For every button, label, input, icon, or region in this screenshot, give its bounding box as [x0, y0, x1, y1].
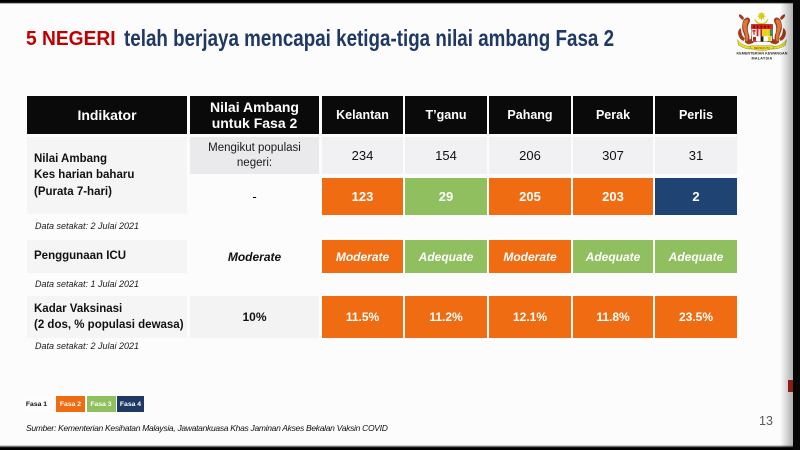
- svg-text:BERSEKUTU: BERSEKUTU: [754, 46, 770, 50]
- svg-text:MALAYSIA: MALAYSIA: [752, 57, 773, 61]
- svg-text:KEMENTERIAN KEWANGAN: KEMENTERIAN KEWANGAN: [737, 52, 788, 56]
